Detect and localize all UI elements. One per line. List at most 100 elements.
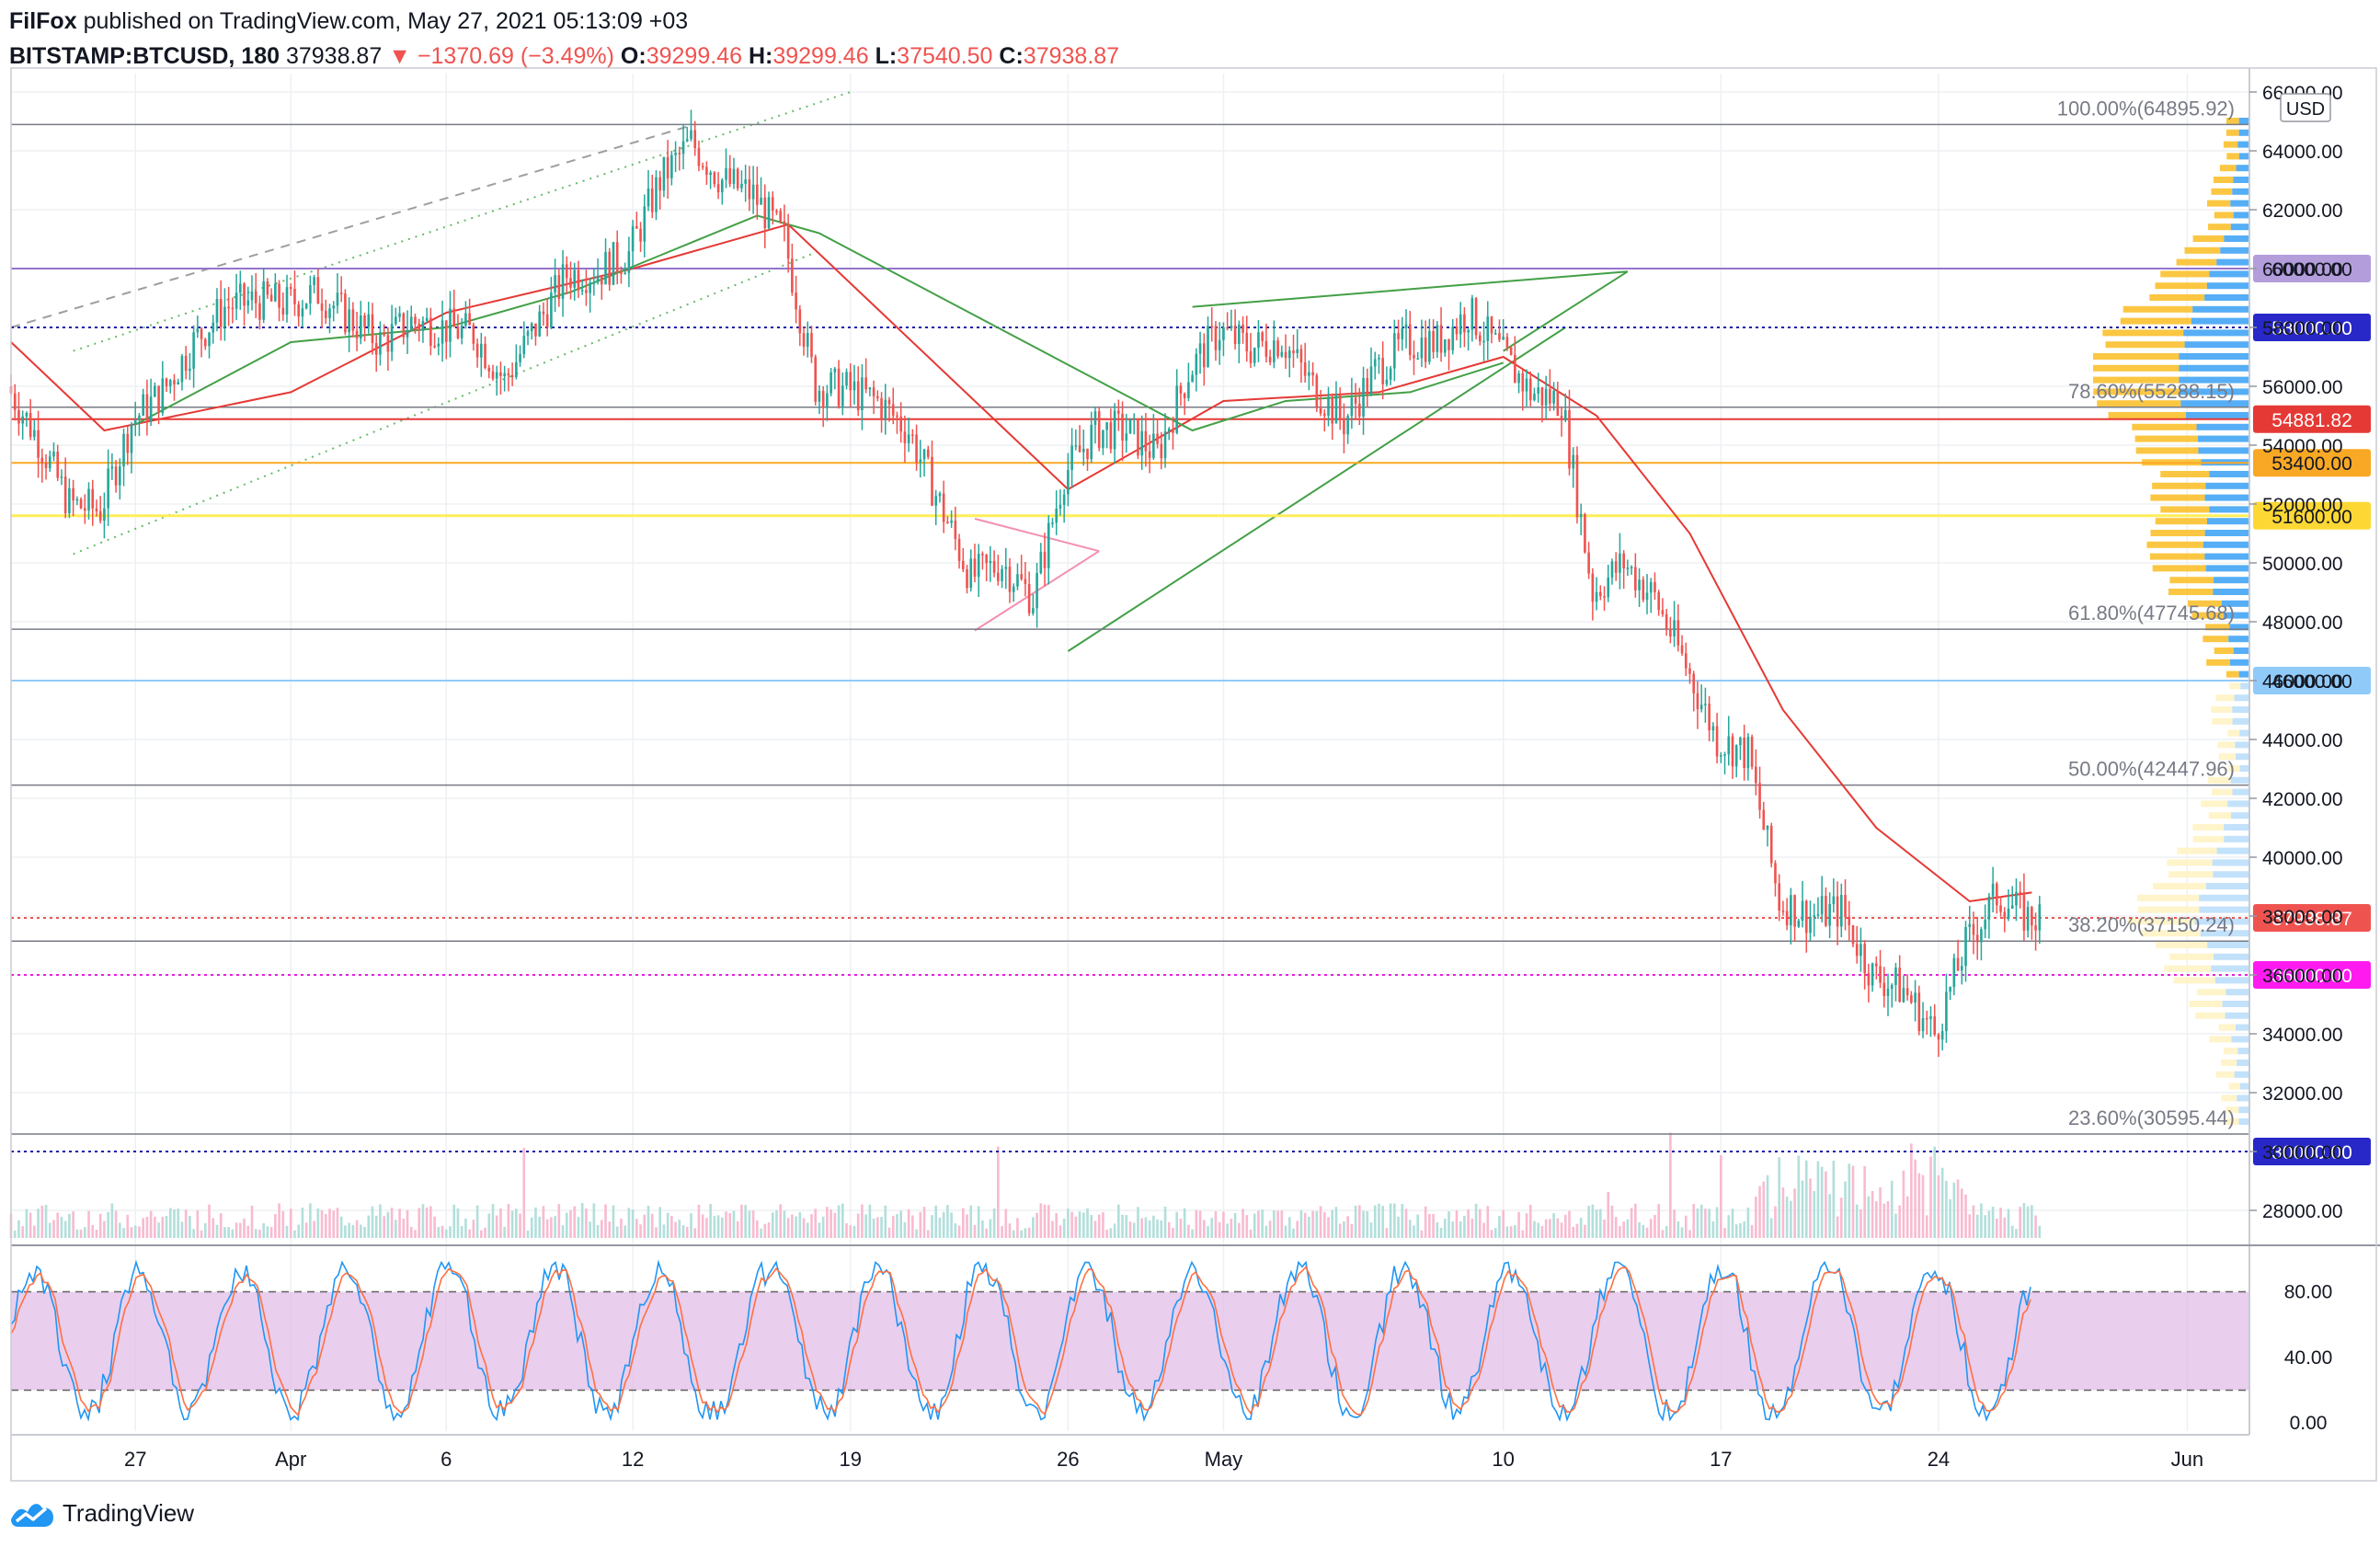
publisher-name[interactable]: FilFox bbox=[9, 8, 77, 34]
candle-body bbox=[402, 313, 406, 338]
vp-bar-down bbox=[2223, 612, 2249, 619]
candle-body bbox=[449, 308, 452, 342]
close-label: C: bbox=[999, 43, 1024, 69]
volume-bar bbox=[227, 1227, 230, 1238]
volume-bar bbox=[1486, 1206, 1490, 1238]
candle-body bbox=[1195, 353, 1198, 375]
level-label-bg bbox=[2253, 961, 2371, 989]
volume-bar bbox=[491, 1204, 495, 1238]
fib-levels[interactable]: 100.00%(64895.92) 78.60%(55288.15) 61.80%(… bbox=[11, 97, 2249, 1135]
vp-bar-down bbox=[2213, 953, 2249, 960]
volume-bar bbox=[1607, 1191, 1610, 1238]
vp-bar-down bbox=[2199, 906, 2249, 913]
volume-bar bbox=[604, 1204, 607, 1238]
volume-bar bbox=[1801, 1180, 1804, 1238]
candle-body bbox=[1117, 410, 1120, 414]
volume-bar bbox=[934, 1205, 938, 1238]
volume-bar bbox=[896, 1214, 898, 1238]
volume-bar bbox=[110, 1203, 114, 1238]
volume-bar bbox=[1470, 1218, 1474, 1238]
y-tick-label: 60000.00 bbox=[2262, 259, 2343, 281]
candle-body bbox=[122, 433, 125, 467]
volume-bar bbox=[751, 1210, 755, 1238]
volume-bar bbox=[44, 1205, 48, 1238]
volume-bar bbox=[849, 1225, 852, 1238]
candle-body bbox=[1649, 581, 1653, 593]
vp-bar-down bbox=[2234, 1071, 2249, 1078]
candle-body bbox=[1051, 522, 1054, 524]
candle-body bbox=[25, 412, 29, 417]
candle-body bbox=[510, 374, 514, 378]
stoch-tick-label: 0.00 bbox=[2290, 1413, 2328, 1434]
candle-body bbox=[880, 397, 883, 420]
trend-drawings[interactable] bbox=[10, 91, 1629, 652]
candle-body bbox=[1952, 957, 1956, 988]
volume-bar bbox=[1175, 1211, 1179, 1238]
volume-bar bbox=[1416, 1214, 1420, 1238]
candle-body bbox=[1762, 809, 1766, 831]
volume-bar bbox=[1226, 1223, 1229, 1238]
volume-bar bbox=[1945, 1180, 1948, 1238]
volume-bar bbox=[1781, 1186, 1785, 1238]
channel-top-line bbox=[10, 123, 696, 328]
candle-body bbox=[1704, 704, 1707, 705]
y-tick-label: 44000.00 bbox=[2262, 730, 2343, 751]
vp-bar-up bbox=[2192, 835, 2225, 842]
volume-bar bbox=[441, 1225, 444, 1238]
candle-body bbox=[1968, 923, 1972, 927]
candle-body bbox=[907, 434, 910, 443]
vp-bar-down bbox=[2180, 400, 2249, 407]
fib-label: 38.20%(37150.24) bbox=[2068, 913, 2235, 936]
time-axis[interactable]: 27 Apr 6 12 19 26 May 10 17 24 Jun bbox=[124, 1448, 2203, 1471]
candle-body bbox=[1750, 737, 1754, 767]
candle-body bbox=[709, 172, 712, 176]
candle-body bbox=[507, 372, 510, 375]
candle-body bbox=[63, 476, 67, 514]
volume-bar bbox=[612, 1205, 615, 1238]
candle-body bbox=[1945, 991, 1948, 1032]
candle-body bbox=[460, 326, 463, 338]
vp-bar-up bbox=[2146, 541, 2203, 548]
volume-bar bbox=[1533, 1220, 1536, 1238]
candle-body bbox=[1137, 418, 1139, 456]
volume-bar bbox=[145, 1217, 149, 1238]
vp-bar-down bbox=[2209, 506, 2249, 513]
candle-body bbox=[1933, 1016, 1937, 1035]
vp-bar-up bbox=[2173, 977, 2215, 984]
volume-bar bbox=[1385, 1228, 1389, 1238]
candle-body bbox=[992, 560, 996, 573]
footer-brand[interactable]: TradingView bbox=[9, 1497, 194, 1529]
vp-bar-down bbox=[2220, 246, 2249, 254]
candle-body bbox=[1622, 553, 1625, 569]
candle-body bbox=[1960, 966, 1963, 971]
volume-bar bbox=[1940, 1167, 1944, 1238]
candle-body bbox=[1202, 343, 1206, 368]
candle-body bbox=[985, 555, 988, 564]
volume-bar bbox=[1980, 1203, 1983, 1238]
volume-bar bbox=[833, 1212, 837, 1238]
volume-bar bbox=[2019, 1207, 2021, 1238]
price-axis[interactable]: 28000.00 30000.00 32000.00 34000.00 36000.00… bbox=[2249, 83, 2343, 1222]
vp-bar-up bbox=[2211, 788, 2233, 796]
candle-body bbox=[1004, 567, 1008, 569]
candle-body bbox=[138, 415, 141, 420]
vp-bar-down bbox=[2222, 1001, 2249, 1007]
volume-bar bbox=[1156, 1219, 1159, 1238]
candle-body bbox=[437, 343, 441, 347]
volume-bar bbox=[580, 1203, 584, 1238]
candle-body bbox=[44, 463, 48, 469]
volume-bar bbox=[1579, 1218, 1583, 1238]
volume-bar bbox=[1528, 1205, 1532, 1238]
symbol-label[interactable]: BITSTAMP:BTCUSD, 180 bbox=[9, 43, 280, 69]
horizontal-levels[interactable]: 60000.00 58000.00 54881.82 53400.00 51600.00… bbox=[11, 255, 2371, 1165]
candle-body bbox=[87, 488, 90, 511]
candle-body bbox=[1389, 368, 1392, 380]
volume-bar bbox=[1451, 1221, 1455, 1238]
volume-bar bbox=[911, 1215, 914, 1238]
candle-body bbox=[1533, 394, 1536, 401]
chart-border bbox=[10, 67, 2377, 1482]
vp-bar-up bbox=[2108, 412, 2186, 418]
volume-bar bbox=[1769, 1218, 1773, 1238]
candle-body bbox=[565, 264, 568, 279]
